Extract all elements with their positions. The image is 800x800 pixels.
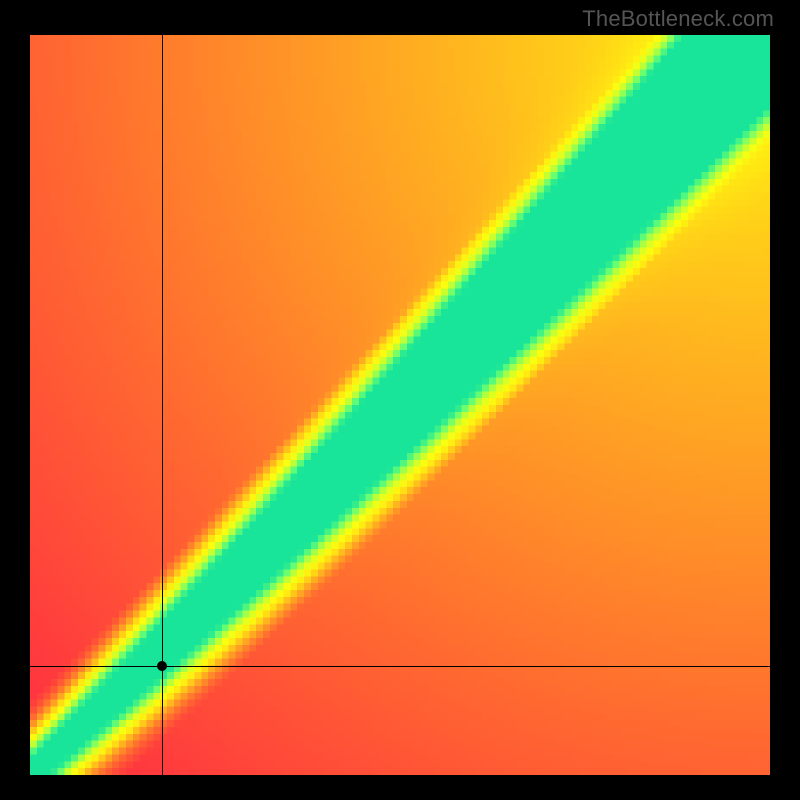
watermark-text: TheBottleneck.com — [582, 6, 774, 32]
heatmap-canvas — [30, 35, 770, 775]
crosshair-marker — [157, 661, 167, 671]
crosshair-horizontal — [30, 666, 770, 667]
heatmap-plot — [30, 35, 770, 775]
